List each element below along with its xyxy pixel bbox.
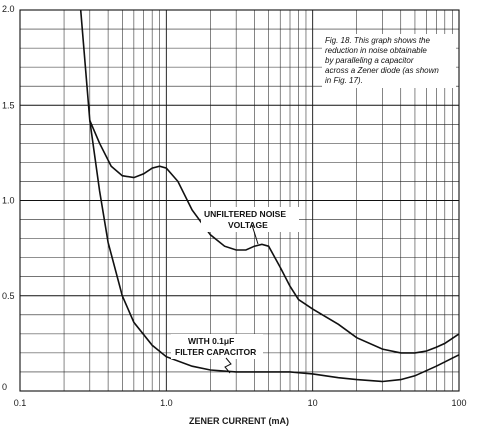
- grid: [19, 9, 459, 392]
- x-tick-label: 10: [308, 398, 318, 408]
- y-tick-label: 2.0: [2, 4, 15, 14]
- caption-background: [322, 34, 456, 88]
- plot-frame: [19, 9, 460, 392]
- filtered-label-line-1: WITH 0.1μF: [188, 336, 234, 346]
- x-axis-title: ZENER CURRENT (mA): [189, 416, 289, 426]
- x-tick-label: 0.1: [14, 398, 27, 408]
- x-tick-label: 100: [451, 398, 466, 408]
- filtered-label-line-2: FILTER CAPACITOR: [175, 347, 256, 357]
- filtered-leader-line: [224, 357, 232, 374]
- unfiltered-label-line-1: UNFILTERED NOISE: [204, 209, 286, 219]
- caption: Fig. 18. This graph shows the reduction …: [325, 36, 439, 85]
- series-layer: [79, 9, 460, 383]
- unfiltered-noise-line: [79, 9, 460, 354]
- filtered-noise-line: [89, 120, 460, 383]
- y-tick-label: 1.5: [2, 100, 15, 110]
- caption-line-4: across a Zener diode (as shown: [325, 66, 439, 75]
- caption-line-2: reduction in noise obtainable: [325, 46, 427, 55]
- caption-line-1: Fig. 18. This graph shows the: [325, 36, 430, 45]
- unfiltered-leader-line: [251, 224, 259, 245]
- filtered-label-background: [171, 334, 263, 359]
- x-tick-labels: 0.1 1.0 10 100: [14, 398, 467, 408]
- y-tick-label: 0: [2, 382, 7, 392]
- y-tick-label: 1.0: [2, 196, 15, 206]
- y-tick-label: 0.5: [2, 291, 15, 301]
- unfiltered-label-background: [201, 207, 299, 232]
- caption-line-5: in Fig. 17).: [325, 76, 363, 85]
- unfiltered-label-line-2: VOLTAGE: [228, 220, 268, 230]
- caption-line-3: by paralleling a capacitor: [325, 56, 414, 65]
- x-tick-label: 1.0: [160, 398, 173, 408]
- y-tick-labels: 0 0.5 1.0 1.5 2.0: [2, 4, 15, 392]
